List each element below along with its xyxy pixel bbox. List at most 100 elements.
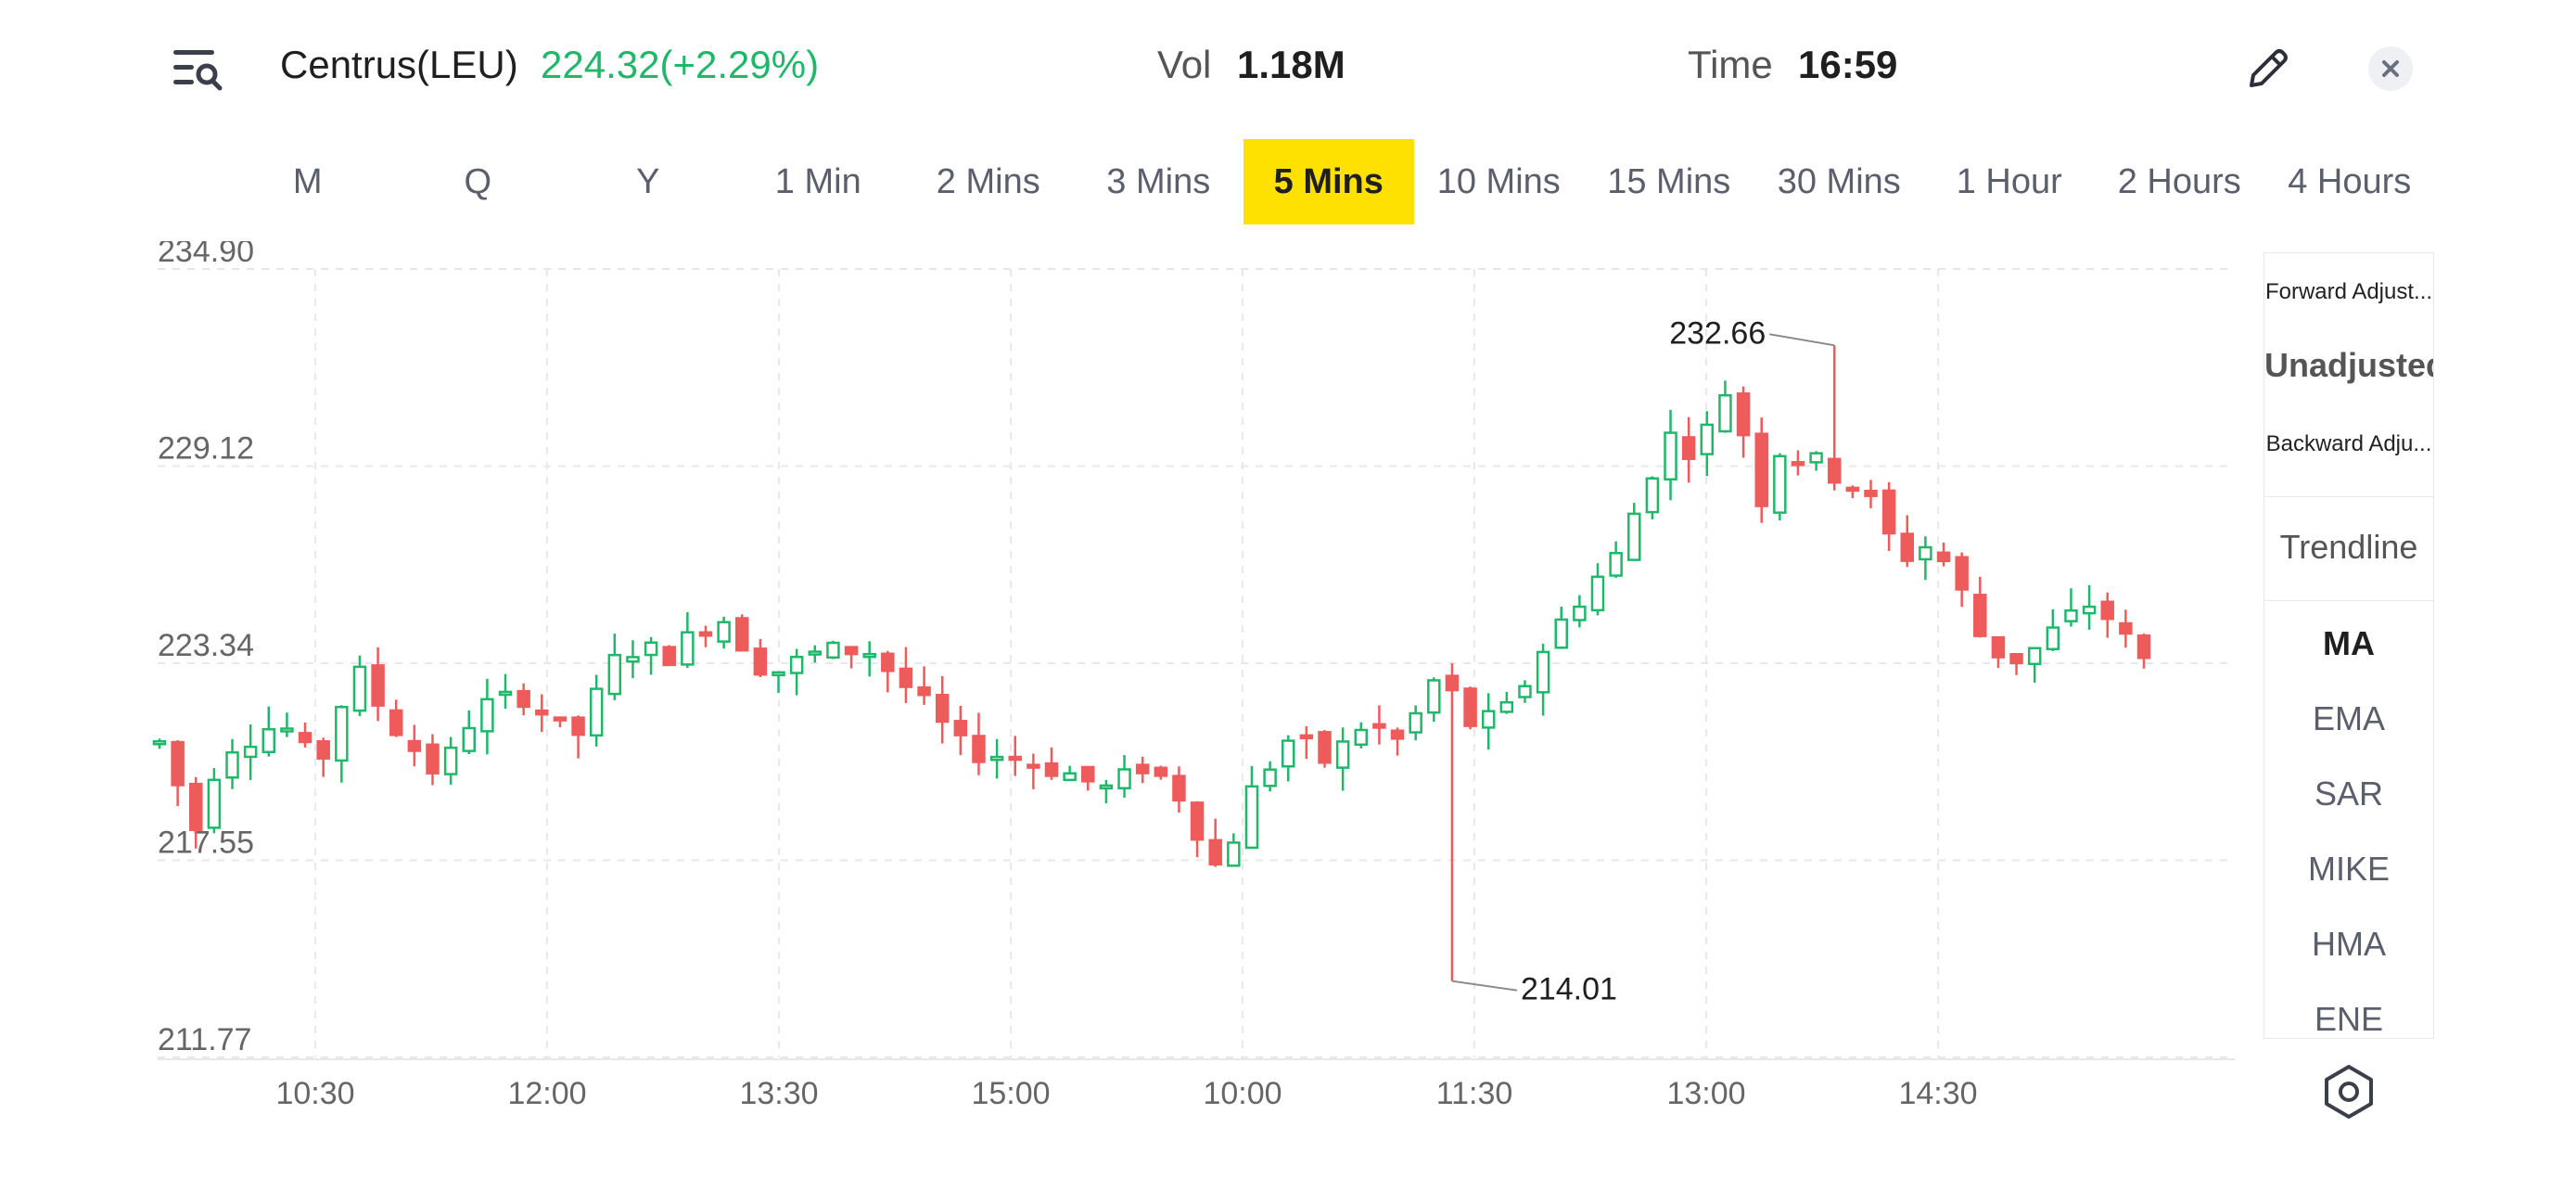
trendline-option[interactable]: Trendline: [2279, 528, 2418, 566]
candle-down: [1299, 734, 1314, 740]
period-tabs: M Q Y 1 Min 2 Mins 3 Mins 5 Mins 10 Mins 15 Mins…: [223, 139, 2462, 224]
tab-1-hour[interactable]: 1 Hour: [1956, 162, 2062, 201]
tab-1-min[interactable]: 1 Min: [774, 162, 861, 201]
candle-up: [1281, 739, 1295, 768]
candle-up: [225, 750, 239, 779]
candle-up: [2027, 647, 2042, 666]
tab-q[interactable]: Q: [464, 162, 492, 201]
candle-up: [261, 727, 276, 753]
candle-up: [1573, 605, 1587, 621]
candle-up: [1481, 710, 1496, 729]
candle-down: [571, 716, 585, 736]
price-change: 224.32(+2.29%): [541, 43, 820, 86]
candle-up: [1499, 700, 1514, 713]
candle-up: [989, 755, 1004, 762]
tab-m[interactable]: M: [292, 162, 323, 201]
tab-2-hours[interactable]: 2 Hours: [2117, 162, 2241, 201]
settings-hexagon-icon[interactable]: [2320, 1063, 2378, 1121]
candle-down: [917, 685, 931, 697]
candle-up: [1427, 679, 1441, 714]
indicator-ma[interactable]: MA: [2323, 624, 2375, 662]
chart-header: Centrus(LEU) 224.32(+2.29%) Vol 1.18M Ti…: [0, 0, 2576, 139]
candle-down: [1135, 763, 1150, 775]
candle-up: [352, 665, 367, 712]
tab-15-mins[interactable]: 15 Mins: [1607, 162, 1731, 201]
candle-down: [2009, 652, 2023, 665]
tab-y[interactable]: Y: [636, 162, 660, 201]
panel-divider: [2264, 600, 2433, 601]
candle-down: [1900, 532, 1915, 562]
adjust-unadjusted-option[interactable]: Unadjusted: [2264, 346, 2433, 384]
tab-2-mins[interactable]: 2 Mins: [936, 162, 1040, 201]
candle-down: [735, 617, 749, 652]
candle-up: [207, 778, 222, 829]
candle-down: [407, 739, 422, 752]
candle-down: [1881, 489, 1896, 535]
candle-down: [844, 646, 859, 656]
candle-up: [1590, 575, 1605, 612]
candle-up: [607, 653, 622, 696]
candle-down: [189, 782, 203, 831]
candle-up: [1809, 452, 1823, 464]
tab-30-mins[interactable]: 30 Mins: [1777, 162, 1901, 201]
candle-down: [1463, 687, 1477, 727]
indicator-ema[interactable]: EMA: [2312, 699, 2385, 737]
volume-label: Vol: [1157, 43, 1212, 86]
candle-down: [1791, 461, 1805, 467]
candle-up: [2046, 626, 2060, 651]
candle-down: [1936, 551, 1951, 563]
pencil-icon[interactable]: [2244, 45, 2292, 93]
candle-up: [1700, 423, 1715, 455]
x-tick-label: 11:30: [1436, 1076, 1513, 1111]
max-price-label: 232.66: [1669, 315, 1766, 351]
x-tick-label: 13:30: [739, 1076, 818, 1111]
x-tick-label: 12:00: [507, 1076, 586, 1111]
candle-up: [626, 656, 640, 663]
candle-down: [1372, 723, 1386, 729]
close-icon[interactable]: [2368, 46, 2413, 91]
indicator-sar[interactable]: SAR: [2314, 775, 2384, 813]
candle-down: [389, 709, 403, 736]
tab-4-hours[interactable]: 4 Hours: [2288, 162, 2412, 201]
candle-up: [2064, 608, 2078, 622]
candle-up: [443, 746, 458, 775]
x-tick-label: 14:30: [1898, 1076, 1977, 1111]
tab-m[interactable]: M: [2435, 139, 2463, 224]
candle-down: [1044, 762, 1059, 777]
adjust-forward-option[interactable]: Forward Adjust...: [2264, 279, 2433, 304]
candle-down: [516, 689, 530, 709]
candle-down: [1208, 839, 1222, 866]
indicator-mike[interactable]: MIKE: [2307, 850, 2390, 888]
indicator-ene[interactable]: ENE: [2314, 1000, 2384, 1038]
candle-up: [280, 727, 294, 733]
candle-up: [862, 652, 876, 659]
candle-up: [1645, 477, 1660, 514]
tab-3-mins[interactable]: 3 Mins: [1106, 162, 1211, 201]
y-tick-label: 211.77: [158, 1022, 251, 1057]
candle-up: [1554, 618, 1568, 649]
candle-down: [1845, 486, 1860, 493]
candle-down: [698, 631, 713, 637]
candle-up: [243, 745, 258, 759]
candle-up: [1409, 711, 1422, 734]
candle-up: [644, 641, 658, 657]
candle-down: [426, 743, 440, 775]
search-list-icon[interactable]: [172, 46, 223, 93]
candle-down: [1027, 763, 1040, 769]
y-tick-label: 223.34: [158, 628, 254, 663]
tab-5-mins[interactable]: 5 Mins: [1243, 139, 1414, 224]
indicator-hma[interactable]: HMA: [2312, 925, 2386, 963]
candlestick-chart[interactable]: 234.90 229.12 223.34 217.55 211.77 10:30 12:00…: [0, 241, 2263, 1132]
candle-down: [1864, 489, 1878, 497]
candle-up: [462, 726, 477, 752]
candle-up: [1536, 650, 1550, 694]
tab-10-mins[interactable]: 10 Mins: [1436, 162, 1561, 201]
indicator-panel: Forward Adjust... Unadjusted Backward Ad…: [2264, 252, 2434, 1039]
x-tick-label: 13:00: [1666, 1076, 1745, 1111]
adjust-backward-option[interactable]: Backward Adju...: [2265, 431, 2432, 456]
candle-up: [789, 656, 804, 674]
candle-down: [662, 646, 676, 667]
candle-down: [1318, 731, 1332, 764]
candle-down: [972, 735, 986, 763]
candle-down: [535, 709, 549, 716]
